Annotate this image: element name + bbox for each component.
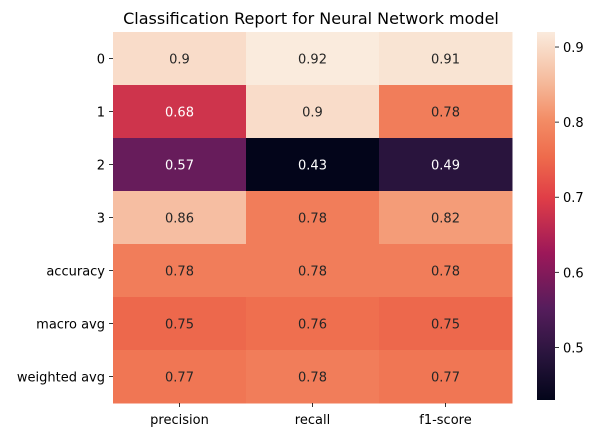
heatmap-cell [246,350,380,404]
colorbar: 0.5 0.6 0.7 0.8 0.9 [537,32,584,400]
cell-value-label: 0.78 [298,371,327,386]
heatmap-cell [379,297,513,351]
row-tick-label: macro avg [36,318,105,333]
column-tick-label: f1-score [419,413,471,428]
heatmap-cell [246,85,380,139]
heatmap-cell [379,191,513,245]
chart-title: Classification Report for Neural Network… [123,9,499,28]
cell-value-label: 0.92 [298,53,327,68]
heatmap-cell [246,32,380,86]
heatmap-cell [113,350,247,404]
cell-value-label: 0.76 [298,318,327,333]
column-tick-label: recall [295,413,330,428]
cell-value-label: 0.78 [165,265,194,280]
column-tick-label: precision [150,413,209,428]
heatmap-cell [246,138,380,192]
cell-value-label: 0.49 [431,159,460,174]
heatmap-cell [113,244,247,298]
heatmap-cell [379,350,513,404]
row-tick-label: 3 [97,212,105,227]
heatmap-cell [113,32,247,86]
cell-value-label: 0.77 [165,371,194,386]
cell-value-label: 0.86 [165,212,194,227]
heatmap-cells: 0.9 0.92 0.91 0.68 0.9 0.78 0.57 0.43 0.49 0.86 0.… [113,32,513,404]
row-tick-label: weighted avg [17,371,105,386]
heatmap-cell [379,32,513,86]
heatmap-cell [246,297,380,351]
cell-value-label: 0.77 [431,371,460,386]
heatmap-cell [379,138,513,192]
cell-value-label: 0.91 [431,53,460,68]
colorbar-gradient [537,32,555,400]
heatmap-cell [246,244,380,298]
row-tick-labels: 0 1 2 3 accuracy macro avg weighted avg [17,53,113,386]
cell-value-label: 0.68 [165,106,194,121]
cell-value-label: 0.78 [431,265,460,280]
cell-value-label: 0.75 [431,318,460,333]
heatmap-cell [113,297,247,351]
heatmap-cell [379,85,513,139]
heatmap-cell [379,244,513,298]
heatmap-cell [113,191,247,245]
cell-value-label: 0.9 [169,53,190,68]
row-tick-label: 2 [97,159,105,174]
cell-value-label: 0.78 [431,106,460,121]
heatmap-cell [113,85,247,139]
cell-value-label: 0.82 [431,212,460,227]
cell-value-label: 0.75 [165,318,194,333]
colorbar-tick-label: 0.9 [563,41,584,56]
row-tick-label: 0 [97,53,105,68]
colorbar-tick-label: 0.6 [563,266,584,281]
heatmap-cell [246,191,380,245]
colorbar-tick-label: 0.7 [563,191,584,206]
colorbar-tick-label: 0.5 [563,341,584,356]
colorbar-tick-label: 0.8 [563,116,584,131]
heatmap-cell [113,138,247,192]
cell-value-label: 0.43 [298,159,327,174]
cell-value-label: 0.57 [165,159,194,174]
cell-value-label: 0.9 [302,106,323,121]
column-tick-labels: precision recall f1-score [150,403,472,428]
cell-value-label: 0.78 [298,212,327,227]
row-tick-label: accuracy [46,265,105,280]
row-tick-label: 1 [97,106,105,121]
cell-value-label: 0.78 [298,265,327,280]
